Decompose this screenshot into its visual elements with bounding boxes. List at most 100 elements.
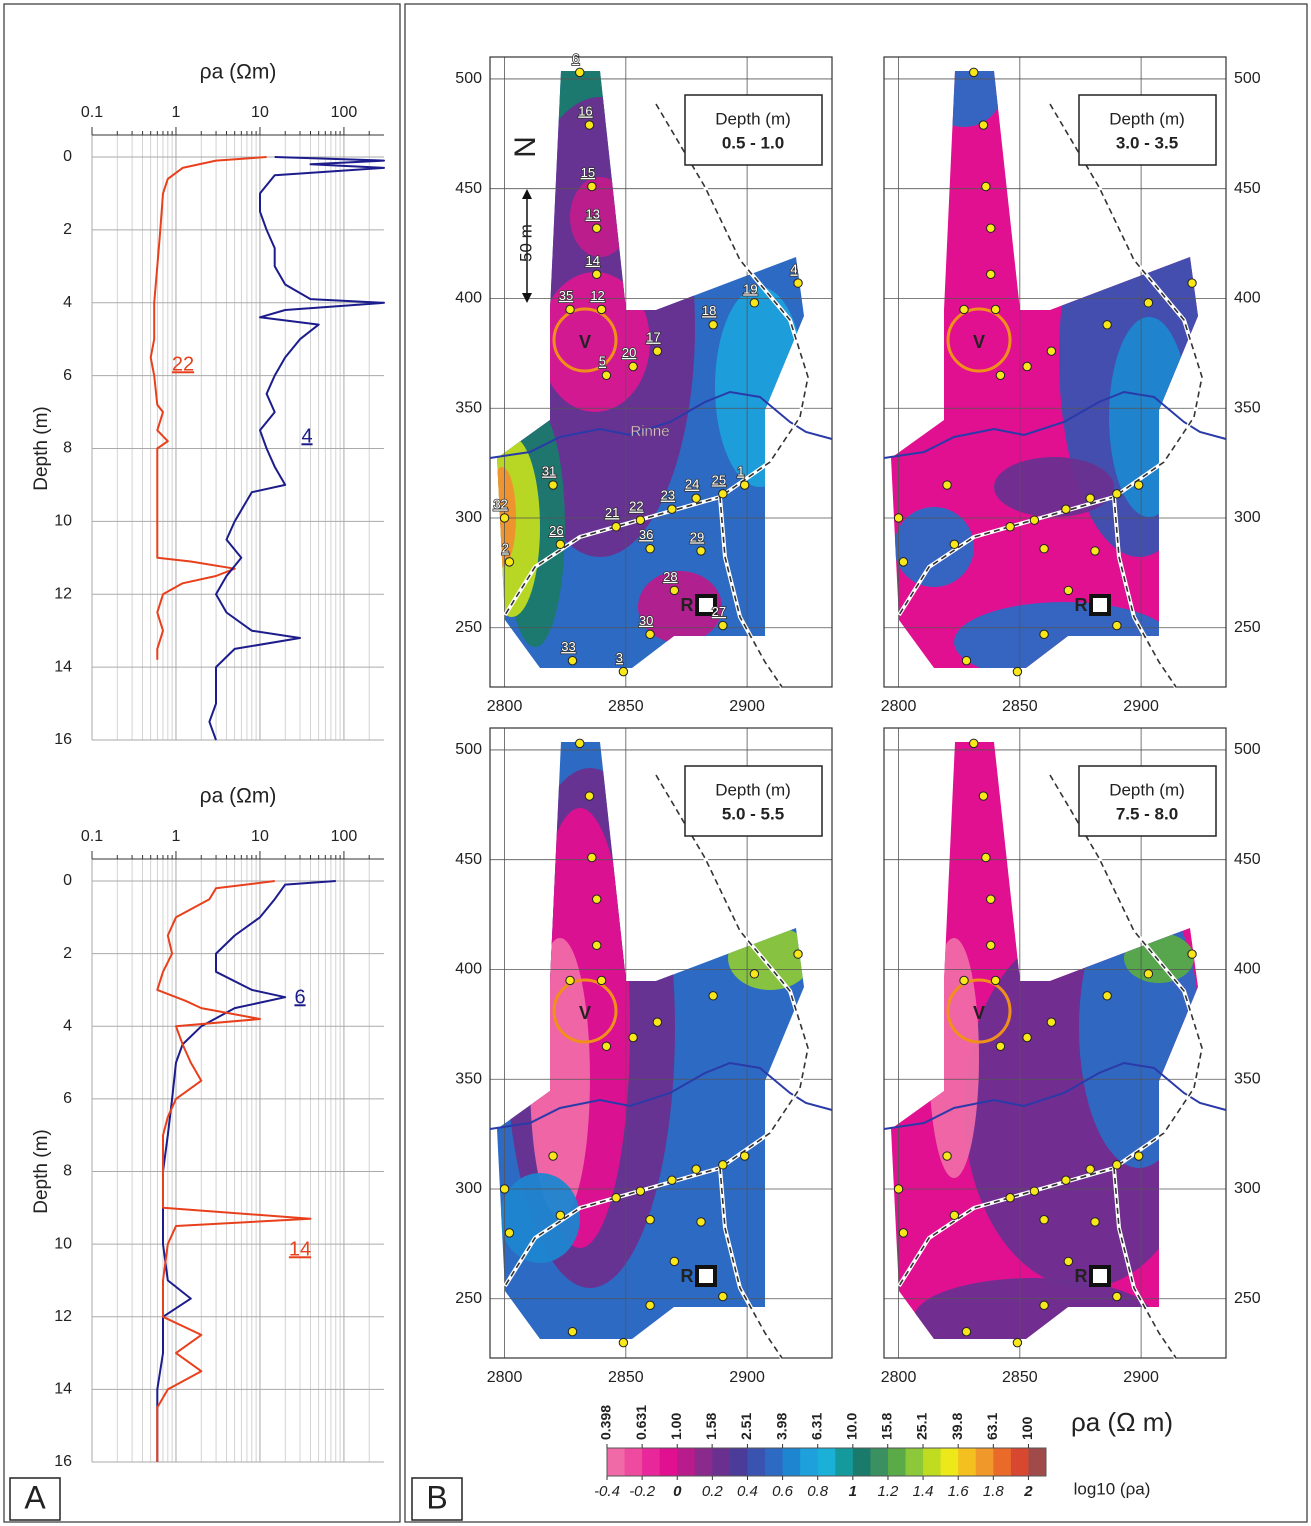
borehole [669, 585, 680, 596]
colorbar-cell [765, 1448, 784, 1476]
north-label: N [509, 136, 542, 158]
borehole [567, 655, 578, 666]
colorbar-cell [747, 1448, 766, 1476]
y-tick-label: 6 [63, 1090, 72, 1107]
borehole [548, 1151, 558, 1161]
borehole [1102, 320, 1112, 330]
borehole-label: 2 [502, 540, 509, 555]
borehole-label: 19 [743, 281, 757, 296]
colorbar-tick-label: 1.6 [948, 1483, 970, 1500]
borehole [592, 223, 602, 233]
map: 2800 2850 2900 250 300 350 400 450 500 V R Depth (m… [455, 50, 833, 715]
map: 2800 2850 2900 250 300 350 400 450 500 V R Depth (m… [455, 727, 833, 1386]
borehole [601, 1041, 612, 1051]
contour-zone [914, 1278, 1154, 1339]
map-frame [883, 727, 1227, 1359]
borehole-label: 20 [622, 345, 636, 360]
borehole [990, 975, 1001, 986]
borehole-label: 15 [581, 165, 595, 180]
y-tick-label: 8 [63, 440, 72, 457]
y-tick-label: 250 [1234, 619, 1261, 636]
x-tick-label: 10 [251, 104, 269, 121]
y-tick-label: 8 [63, 1163, 72, 1180]
x-tick-label: 2850 [608, 1369, 644, 1386]
v-label: V [579, 1003, 591, 1023]
curve-label: 4 [301, 425, 312, 447]
v-label: V [579, 332, 591, 352]
x-tick-label: 2800 [487, 698, 523, 715]
borehole [708, 991, 718, 1001]
boundary-line [1113, 496, 1177, 688]
colorbar-cell [694, 1448, 713, 1476]
x-tick-label: 2850 [608, 698, 644, 715]
borehole [995, 1041, 1006, 1051]
colorbar-cell [677, 1448, 696, 1476]
depth-range: 0.5 - 1.0 [722, 133, 784, 152]
y-tick-label: 450 [1234, 851, 1261, 868]
colorbar-tick-label: 0.2 [702, 1483, 724, 1500]
r-label: R [681, 1266, 694, 1286]
x-tick-label: 0.1 [81, 828, 103, 845]
borehole [504, 1228, 515, 1238]
borehole [601, 370, 612, 380]
r-label: R [1075, 1266, 1088, 1286]
borehole [1063, 1256, 1074, 1267]
depth-title: Depth (m) [1109, 109, 1185, 128]
borehole [592, 894, 602, 904]
borehole [949, 539, 960, 550]
curve-label: 14 [289, 1238, 311, 1260]
channel-label: Rinne [630, 423, 669, 440]
x-tick-label: 2850 [1002, 1369, 1038, 1386]
colorbar-cell [993, 1448, 1012, 1476]
borehole [1005, 522, 1015, 532]
y-tick-label: 12 [54, 1308, 72, 1325]
panel-b-label-box [411, 1477, 463, 1521]
panel-a-label-box [9, 1477, 61, 1521]
map-frame [883, 56, 1227, 688]
boundary-line [898, 774, 1203, 1287]
borehole-label: 25 [712, 472, 726, 487]
borehole-label: 13 [585, 207, 599, 222]
y-tick-label: 400 [1234, 290, 1261, 307]
borehole-label: 17 [646, 330, 660, 345]
y-tick-label: 250 [455, 619, 482, 636]
colorbar-top-label: 0.398 [598, 1405, 614, 1440]
borehole [555, 1210, 566, 1221]
y-axis-title: Depth (m) [31, 1129, 52, 1213]
borehole [969, 67, 979, 78]
borehole [1085, 1164, 1095, 1174]
borehole [1039, 544, 1049, 554]
x-tick-label: 2900 [1123, 1369, 1159, 1386]
r-label: R [681, 595, 694, 615]
x-axis-title: ρa (Ωm) [200, 785, 277, 808]
colorbar-tick-label: 1.8 [983, 1483, 1005, 1500]
y-tick-label: 4 [63, 1017, 72, 1034]
colorbar-cell [817, 1448, 836, 1476]
contour-zone [1079, 888, 1198, 1168]
y-tick-label: 350 [1234, 1070, 1261, 1087]
borehole [1112, 620, 1122, 631]
colorbar-cell [870, 1448, 889, 1476]
borehole [1112, 489, 1122, 499]
borehole [565, 975, 575, 986]
colorbar-top-label: 1.00 [668, 1413, 684, 1440]
y-tick-label: 4 [63, 294, 72, 311]
borehole [981, 852, 991, 863]
y-tick-label: 400 [455, 961, 482, 978]
borehole-label: 4 [790, 262, 797, 277]
x-tick-label: 0.1 [81, 104, 103, 121]
colorbar-tick-label: -0.2 [629, 1483, 656, 1500]
borehole [555, 539, 566, 550]
borehole [1046, 346, 1057, 356]
borehole-label: 1 [737, 463, 744, 478]
borehole [1143, 969, 1154, 979]
v-circle [552, 307, 618, 373]
panel-a-frame [3, 3, 401, 1523]
borehole-label: 36 [639, 527, 653, 542]
borehole [1029, 1186, 1040, 1196]
borehole [1061, 1175, 1071, 1185]
borehole [959, 975, 969, 986]
colorbar-cell [835, 1448, 854, 1476]
borehole-label: 24 [685, 477, 699, 492]
x-tick-label: 1 [172, 828, 181, 845]
